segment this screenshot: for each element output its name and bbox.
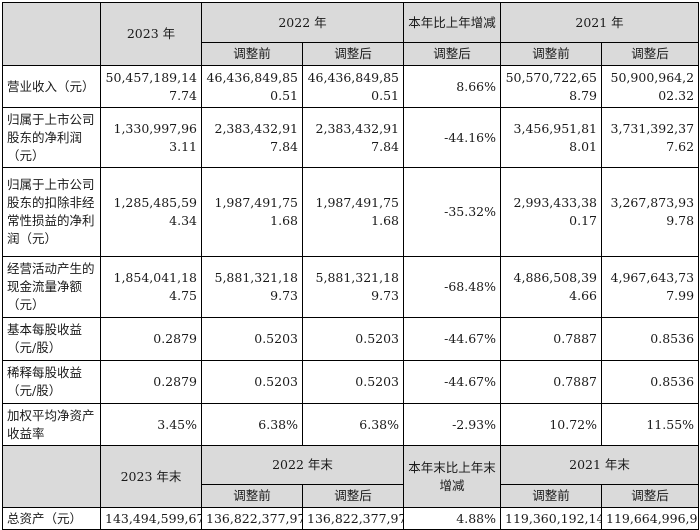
cell-2022-before: 136,822,377,97 bbox=[201, 507, 303, 530]
cell-2022-before: 46,436,849,850.51 bbox=[201, 65, 303, 108]
cell-2021-before: 4,886,508,394.66 bbox=[500, 256, 603, 318]
cell-2022-before: 1,987,491,751.68 bbox=[201, 167, 303, 257]
cell-2022-after: 5,881,321,189.73 bbox=[301, 256, 405, 318]
cell-2022-after: 1,987,491,751.68 bbox=[301, 167, 405, 257]
cell-2021-before: 10.72% bbox=[500, 403, 603, 446]
header-row-1: 2023 年 2022 年 本年比上年增减 2021 年 bbox=[2, 2, 700, 66]
header-2022-after: 调整后 bbox=[301, 42, 405, 66]
header-row-2: 调整前 调整后 调整后 调整前 调整后 bbox=[3, 42, 700, 66]
cell-2022-after: 0.5203 bbox=[301, 317, 405, 361]
header2-change: 本年末比上年末增减 bbox=[403, 445, 502, 508]
cell-2021-after: 0.8536 bbox=[601, 317, 700, 361]
cell-2021-after: 50,900,964,202.32 bbox=[601, 65, 700, 108]
header-2021-after: 调整后 bbox=[601, 42, 700, 66]
header2-year-2023-end: 2023 年末 bbox=[100, 445, 202, 508]
table-row: 基本每股收益（元/股） 0.2879 0.5203 0.5203 -44.67%… bbox=[2, 317, 700, 361]
cell-2022-after: 136,822,377,97 bbox=[301, 507, 405, 530]
row-label: 基本每股收益（元/股） bbox=[2, 317, 101, 361]
cell-2021-before: 50,570,722,658.79 bbox=[500, 65, 603, 108]
cell-2021-after: 119,664,996,90 bbox=[601, 507, 700, 530]
header2-row-1: 2023 年末 2022 年末 本年末比上年末增减 2021 年末 bbox=[2, 445, 700, 508]
row-label: 归属于上市公司股东的净利润（元） bbox=[2, 107, 101, 168]
row-label: 营业收入（元） bbox=[2, 65, 101, 108]
cell-change: -44.16% bbox=[403, 107, 502, 168]
table-row: 总资产（元） 143,494,599,67 136,822,377,97 136… bbox=[2, 507, 700, 530]
header-year-2023: 2023 年 bbox=[100, 2, 202, 66]
cell-2022-after: 0.5203 bbox=[301, 360, 405, 404]
cell-change: -35.32% bbox=[403, 167, 502, 257]
cell-2021-before: 2,993,433,380.17 bbox=[500, 167, 603, 257]
header-year-2021: 2021 年 bbox=[500, 2, 700, 43]
cell-change: -44.67% bbox=[403, 317, 502, 361]
row-label: 经营活动产生的现金流量净额（元） bbox=[2, 256, 101, 318]
cell-2021-before: 119,360,192,14 bbox=[500, 507, 603, 530]
cell-2023: 50,457,189,147.74 bbox=[100, 65, 202, 108]
cell-2023: 143,494,599,67 bbox=[100, 507, 202, 530]
header-corner bbox=[2, 2, 101, 66]
cell-change: 8.66% bbox=[403, 65, 502, 108]
table-row: 加权平均净资产收益率 3.45% 6.38% 6.38% -2.93% 10.7… bbox=[2, 403, 700, 446]
header2-corner bbox=[2, 445, 101, 508]
header-year-2022: 2022 年 bbox=[200, 2, 405, 43]
cell-change: -2.93% bbox=[403, 403, 502, 446]
cell-2021-after: 3,731,392,377.62 bbox=[601, 107, 700, 168]
cell-2023: 1,285,485,594.34 bbox=[100, 167, 202, 257]
header-change: 本年比上年增减 bbox=[403, 2, 502, 43]
cell-2023: 0.2879 bbox=[100, 317, 202, 361]
cell-2021-after: 0.8536 bbox=[601, 360, 700, 404]
table-row: 营业收入（元） 50,457,189,147.74 46,436,849,850… bbox=[2, 65, 700, 108]
cell-2022-before: 2,383,432,917.84 bbox=[201, 107, 303, 168]
cell-2022-before: 6.38% bbox=[201, 403, 303, 446]
table-row: 归属于上市公司股东的净利润（元） 1,330,997,963.11 2,383,… bbox=[2, 107, 700, 168]
cell-2021-before: 3,456,951,818.01 bbox=[500, 107, 603, 168]
header-2021-before: 调整前 bbox=[500, 42, 603, 66]
header-change-after: 调整后 bbox=[403, 42, 502, 66]
header2-2022-before: 调整前 bbox=[201, 484, 303, 508]
cell-2022-after: 46,436,849,850.51 bbox=[301, 65, 405, 108]
header2-year-2022-end: 2022 年末 bbox=[200, 445, 405, 485]
cell-2022-after: 2,383,432,917.84 bbox=[301, 107, 405, 168]
cell-2022-before: 0.5203 bbox=[201, 317, 303, 361]
row-label: 稀释每股收益（元/股） bbox=[2, 360, 101, 404]
cell-2021-after: 3,267,873,939.78 bbox=[601, 167, 700, 257]
header2-year-2021-end: 2021 年末 bbox=[500, 445, 700, 485]
cell-2022-after: 6.38% bbox=[301, 403, 405, 446]
cell-2021-after: 11.55% bbox=[601, 403, 700, 446]
table-row: 经营活动产生的现金流量净额（元） 1,854,041,184.75 5,881,… bbox=[2, 256, 700, 318]
header-2022-before: 调整前 bbox=[201, 42, 303, 66]
cell-2022-before: 5,881,321,189.73 bbox=[201, 256, 303, 318]
header2-2021-before: 调整前 bbox=[500, 484, 603, 508]
cell-2023: 3.45% bbox=[100, 403, 202, 446]
cell-2021-after: 4,967,643,737.99 bbox=[601, 256, 700, 318]
row-label: 总资产（元） bbox=[2, 507, 101, 530]
cell-change: 4.88% bbox=[403, 507, 502, 530]
table-row: 稀释每股收益（元/股） 0.2879 0.5203 0.5203 -44.67%… bbox=[2, 360, 700, 404]
header2-2021-after: 调整后 bbox=[601, 484, 700, 508]
table-row: 归属于上市公司股东的扣除非经常性损益的净利润（元） 1,285,485,594.… bbox=[2, 167, 700, 257]
cell-2023: 1,330,997,963.11 bbox=[100, 107, 202, 168]
row-label: 加权平均净资产收益率 bbox=[2, 403, 101, 446]
cell-2023: 1,854,041,184.75 bbox=[100, 256, 202, 318]
header2-2022-after: 调整后 bbox=[301, 484, 405, 508]
cell-2021-before: 0.7887 bbox=[500, 317, 603, 361]
cell-change: -44.67% bbox=[403, 360, 502, 404]
row-label: 归属于上市公司股东的扣除非经常性损益的净利润（元） bbox=[2, 167, 101, 257]
cell-2021-before: 0.7887 bbox=[500, 360, 603, 404]
cell-2023: 0.2879 bbox=[100, 360, 202, 404]
cell-2022-before: 0.5203 bbox=[201, 360, 303, 404]
cell-change: -68.48% bbox=[403, 256, 502, 318]
